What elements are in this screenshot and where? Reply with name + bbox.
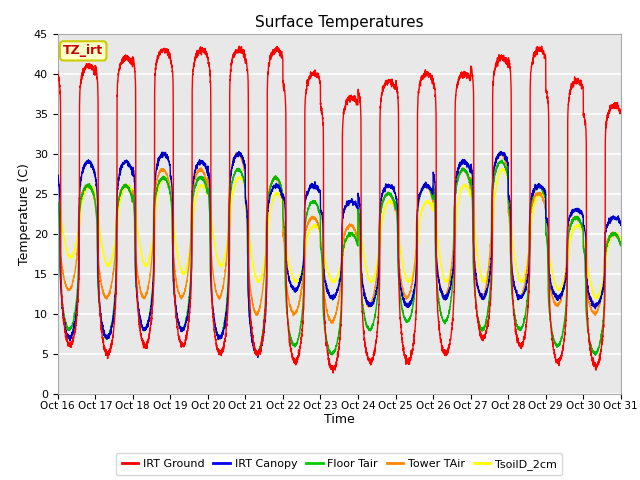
Text: TZ_irt: TZ_irt xyxy=(63,44,103,58)
X-axis label: Time: Time xyxy=(324,413,355,426)
Y-axis label: Temperature (C): Temperature (C) xyxy=(18,163,31,264)
Title: Surface Temperatures: Surface Temperatures xyxy=(255,15,424,30)
Legend: IRT Ground, IRT Canopy, Floor Tair, Tower TAir, TsoilD_2cm: IRT Ground, IRT Canopy, Floor Tair, Towe… xyxy=(116,453,562,475)
